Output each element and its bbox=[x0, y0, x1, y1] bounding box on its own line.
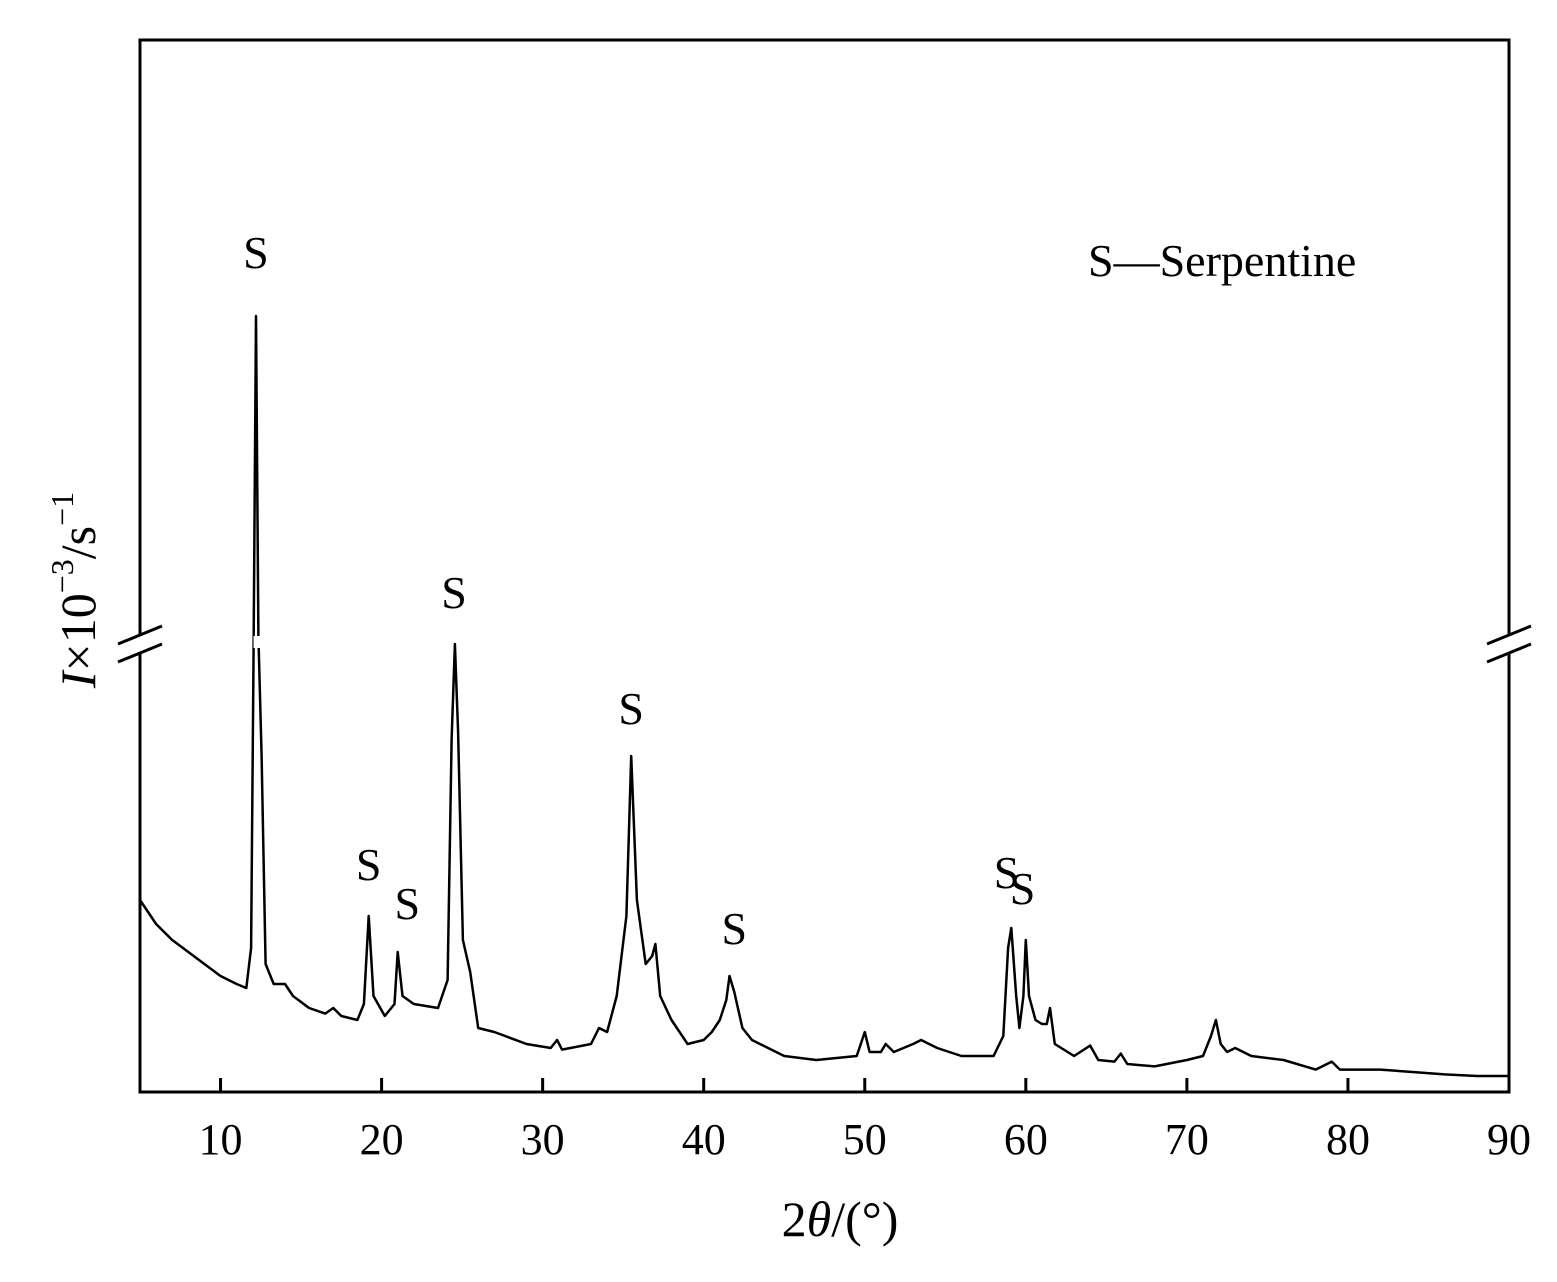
x-tick-label-10: 10 bbox=[199, 1115, 243, 1164]
series-line-xrd bbox=[138, 314, 1509, 1078]
y-axis-title: I×10−3/s−1 bbox=[44, 492, 106, 689]
x-tick-label-70: 70 bbox=[1165, 1115, 1209, 1164]
axis-break-gap-right bbox=[1503, 634, 1515, 654]
axis-break-mark-right-1 bbox=[1486, 624, 1532, 646]
peak-label-1: S bbox=[243, 227, 269, 278]
legend-entry: S—Serpentine bbox=[1088, 235, 1356, 286]
x-tick-label-40: 40 bbox=[682, 1115, 726, 1164]
x-tick-label-50: 50 bbox=[843, 1115, 887, 1164]
legend-marker: S bbox=[1088, 235, 1114, 286]
x-axis-title: 2θ/(°) bbox=[782, 1191, 899, 1247]
x-axis-title-symbol: θ bbox=[807, 1191, 832, 1247]
y-axis-title-symbol: I bbox=[50, 669, 106, 689]
axis-break-mark-left-1 bbox=[117, 624, 163, 646]
peak-label-7: S bbox=[994, 847, 1020, 898]
y-axis-title-exponent: −3 bbox=[44, 559, 80, 593]
peak-label-8: S bbox=[1010, 863, 1036, 914]
x-axis-title-suffix: /(°) bbox=[831, 1191, 898, 1247]
axis-break-gap-left bbox=[134, 634, 146, 654]
y-axis-title-unit-exponent: −1 bbox=[44, 492, 80, 526]
peak-label-6: S bbox=[722, 903, 748, 954]
axis-break-mark-left-2 bbox=[117, 642, 163, 664]
y-axis-title-unit: /s bbox=[50, 526, 106, 559]
y-axis-title-multiplier: ×10 bbox=[50, 593, 106, 671]
peak-label-4: S bbox=[441, 567, 467, 618]
x-tick-label-90: 90 bbox=[1487, 1115, 1531, 1164]
x-tick-label-80: 80 bbox=[1326, 1115, 1370, 1164]
x-axis-title-prefix: 2 bbox=[782, 1191, 807, 1247]
peak-label-3: S bbox=[395, 878, 421, 929]
legend-dash: — bbox=[1113, 235, 1161, 286]
axis-break-mark-right-2 bbox=[1486, 642, 1532, 664]
x-tick-label-30: 30 bbox=[521, 1115, 565, 1164]
x-tick-label-20: 20 bbox=[360, 1115, 404, 1164]
plot-frame bbox=[138, 38, 1511, 1094]
x-tick-label-60: 60 bbox=[1004, 1115, 1048, 1164]
peak-label-2: S bbox=[356, 839, 382, 890]
curve-break-gap bbox=[253, 636, 260, 648]
legend-label: Serpentine bbox=[1160, 235, 1357, 286]
peak-label-5: S bbox=[618, 683, 644, 734]
